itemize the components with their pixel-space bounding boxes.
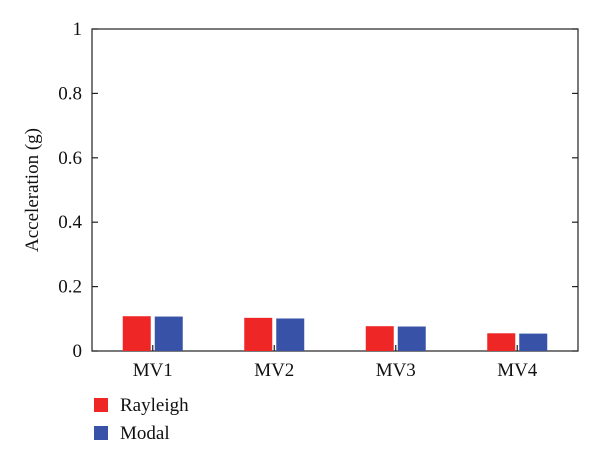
bar-rayleigh-mv4 xyxy=(487,333,516,351)
x-tick-label: MV4 xyxy=(497,360,538,381)
bars xyxy=(122,316,548,351)
y-tick-label: 0.2 xyxy=(58,277,82,298)
y-axis-label: Acceleration (g) xyxy=(22,128,43,252)
legend-swatch-modal xyxy=(94,426,108,440)
bar-rayleigh-mv1 xyxy=(122,316,151,351)
legend-swatch-rayleigh xyxy=(94,398,108,412)
y-tick-label: 0.4 xyxy=(58,212,82,233)
y-tick-label: 0.6 xyxy=(58,148,82,169)
y-axis: 0 0.2 0.4 0.6 0.8 1 xyxy=(58,19,578,362)
x-tick-label: MV2 xyxy=(254,360,294,381)
y-tick-label: 0.8 xyxy=(58,83,82,104)
legend-label-modal: Modal xyxy=(120,423,170,444)
x-tick-label: MV3 xyxy=(376,360,416,381)
bar-rayleigh-mv2 xyxy=(244,317,273,351)
bar-rayleigh-mv3 xyxy=(365,326,394,351)
bar-modal-mv3 xyxy=(397,326,426,351)
y-tick-label: 1 xyxy=(73,19,83,40)
plot-frame xyxy=(91,28,579,352)
bar-modal-mv2 xyxy=(276,318,305,351)
y-tick-label: 0 xyxy=(73,341,83,362)
bar-modal-mv4 xyxy=(519,333,548,351)
legend: Rayleigh Modal xyxy=(94,395,189,444)
x-axis: MV1 MV2 MV3 MV4 xyxy=(133,345,538,381)
bar-modal-mv1 xyxy=(154,316,183,351)
x-tick-label: MV1 xyxy=(133,360,173,381)
legend-label-rayleigh: Rayleigh xyxy=(120,395,189,416)
